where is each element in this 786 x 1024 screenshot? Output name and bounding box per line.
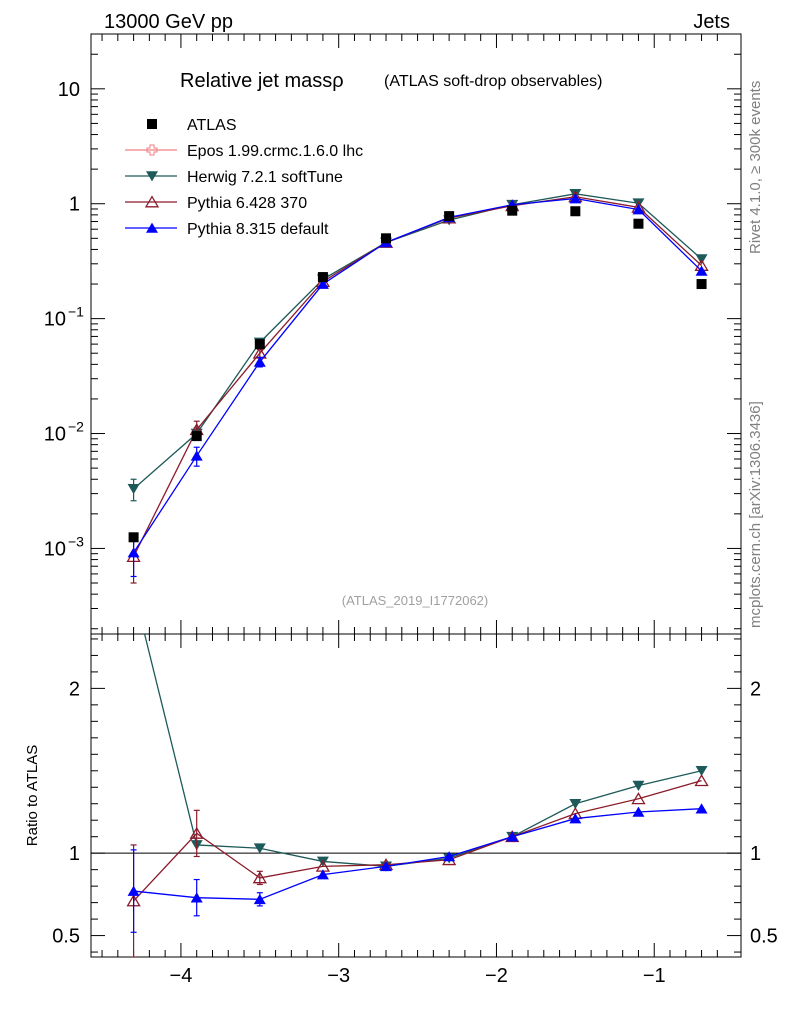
legend-label: Pythia 6.428 370 [187, 195, 307, 212]
legend-marker [146, 222, 158, 233]
ratio-series-marker [632, 780, 645, 792]
main-series-marker [127, 484, 140, 495]
main-series-line [133, 197, 703, 553]
chart-title: Relative jet massρ [180, 70, 344, 92]
main-series-marker [632, 204, 645, 215]
main-y-tick-label: 10 [58, 79, 80, 101]
atlas-data-point [444, 211, 455, 222]
ratio-series-line [133, 808, 702, 900]
ratio-series-marker [631, 792, 646, 805]
main-series-marker [632, 198, 645, 209]
main-series-marker [569, 193, 582, 204]
legend: ATLAS Epos 1.99.crmc.1.6.0 lhc Herwig 7.2.… [125, 117, 363, 238]
legend-label: ATLAS [187, 117, 237, 134]
side-rivet-text: Rivet 4.1.0, ≥ 300k events [747, 81, 764, 254]
legend-label: Herwig 7.2.1 softTune [187, 169, 343, 186]
atlas-data-point [191, 431, 202, 442]
x-tick-label: −2 [485, 965, 508, 987]
atlas-data-point [570, 206, 581, 217]
ratio-series-marker [506, 831, 519, 842]
main-y-tick-label: 1 [69, 194, 80, 216]
atlas-data-point [696, 279, 707, 290]
legend-marker [146, 171, 158, 182]
ratio-frame [90, 633, 742, 958]
main-series-marker [253, 356, 266, 367]
ratio-panel: 2 2 1 1 0.5 0.5 Ratio to ATLAS −4 −3 −2 −1 [24, 633, 778, 987]
ratio-y-tick-label-right: 1 [750, 843, 761, 865]
main-series-marker [695, 265, 708, 276]
header-left: 13000 GeV pp [104, 11, 233, 33]
main-y-tick-exponent: −3 [68, 533, 84, 549]
legend-label: Epos 1.99.crmc.1.6.0 lhc [187, 143, 363, 160]
main-y-tick-label: 10 [44, 424, 66, 446]
main-y-tick-exponent: −1 [68, 304, 84, 320]
atlas-data-point [317, 272, 328, 283]
ratio-series-marker [316, 869, 329, 880]
side-source-text: mcplots.cern.ch [arXiv:1306.3436] [747, 401, 764, 628]
ratio-series-marker [694, 773, 709, 787]
main-series-line [133, 193, 702, 490]
ratio-series-marker [252, 871, 267, 884]
main-series-marker [190, 450, 203, 461]
ratio-y-tick-label-right: 0.5 [750, 926, 778, 948]
ratio-series-marker [380, 860, 393, 872]
analysis-watermark: (ATLAS_2019_I1772062) [342, 593, 488, 608]
atlas-data-point [633, 218, 644, 229]
ratio-series-line [133, 780, 702, 902]
main-series-marker [316, 278, 329, 289]
ratio-series-marker [569, 813, 582, 824]
legend-label: Pythia 8.315 default [187, 221, 329, 238]
x-tick-label: −1 [643, 965, 666, 987]
ratio-series-marker [443, 851, 456, 862]
x-tick-label: −3 [327, 965, 350, 987]
ratio-series-group [126, 634, 709, 957]
legend-marker [144, 195, 160, 208]
x-tick-label: −4 [170, 965, 193, 987]
ratio-y-tick-label: 0.5 [52, 926, 80, 948]
atlas-data-point [128, 532, 139, 543]
main-y-tick-label: 10 [44, 309, 66, 331]
main-series-marker [127, 547, 140, 558]
ratio-series-marker [253, 893, 266, 905]
ratio-series-marker [569, 798, 582, 810]
ratio-series-marker [189, 826, 204, 839]
ratio-series-marker [695, 803, 708, 814]
ratio-series-marker [253, 843, 266, 854]
header-right: Jets [693, 11, 730, 33]
atlas-data-point [507, 205, 518, 216]
atlas-data-point [254, 339, 265, 350]
ratio-y-tick-label: 1 [69, 843, 80, 865]
ratio-series-marker [190, 892, 203, 903]
ratio-y-tick-label-right: 2 [750, 678, 761, 700]
atlas-data-point [381, 233, 392, 244]
main-y-tick-label: 10 [44, 538, 66, 560]
chart-subtitle: (ATLAS soft-drop observables) [384, 73, 602, 90]
main-y-tick-exponent: −2 [68, 419, 84, 435]
ratio-y-tick-label: 2 [69, 678, 80, 700]
ratio-series-marker [127, 885, 140, 896]
ratio-series-marker [632, 806, 645, 817]
legend-marker [147, 119, 157, 129]
legend-marker [146, 144, 158, 156]
ratio-series-marker [695, 765, 708, 777]
ratio-y-axis-label: Ratio to ATLAS [24, 745, 41, 846]
